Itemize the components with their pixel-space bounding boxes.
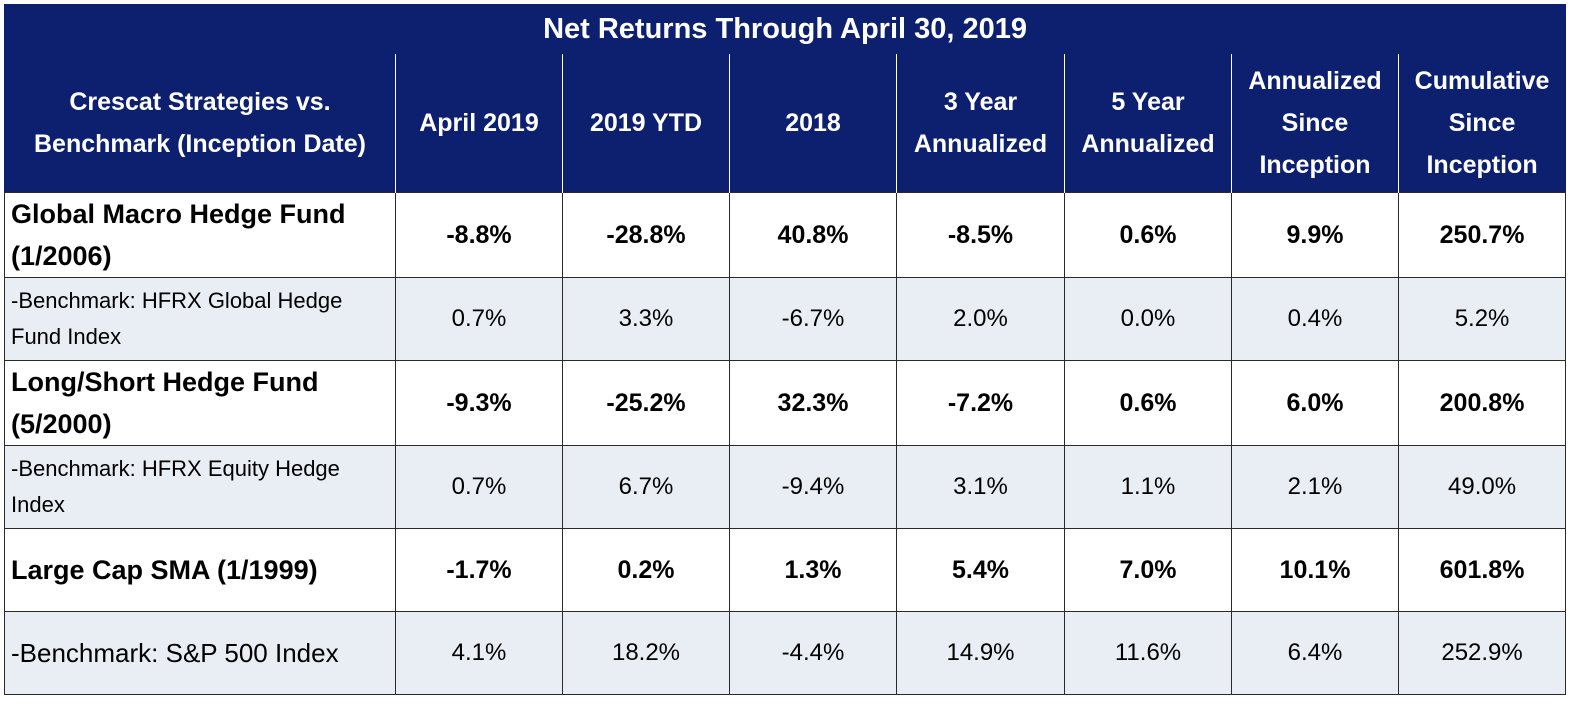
value-cell: -28.8% [562, 192, 730, 278]
value-cell: 6.0% [1231, 360, 1399, 446]
value-cell: 200.8% [1397, 360, 1567, 446]
value-cell: 1.3% [729, 528, 897, 612]
value-cell: 2.0% [896, 277, 1065, 361]
value-cell: 6.7% [562, 445, 730, 529]
column-header: Crescat Strategies vs. Benchmark (Incept… [4, 53, 396, 193]
benchmark-row: -Benchmark: S&P 500 Index 4.1% 18.2% -4.4% 1… [4, 611, 1567, 695]
value-cell: 5.2% [1397, 277, 1567, 361]
table-body: Global Macro Hedge Fund (1/2006) -8.8% -28… [4, 192, 1567, 695]
fund-label: Long/Short Hedge Fund (5/2000) [4, 360, 396, 446]
table-title: Net Returns Through April 30, 2019 [3, 4, 1567, 54]
value-cell: 18.2% [562, 611, 730, 695]
column-header: April 2019 [395, 53, 563, 193]
value-cell: 0.4% [1231, 277, 1399, 361]
value-cell: 0.7% [395, 445, 563, 529]
value-cell: 252.9% [1397, 611, 1567, 695]
value-cell: 7.0% [1064, 528, 1232, 612]
value-cell: 1.1% [1064, 445, 1232, 529]
value-cell: 11.6% [1064, 611, 1232, 695]
net-returns-table: Net Returns Through April 30, 2019 Cresc… [3, 4, 1567, 695]
value-cell: 0.7% [395, 277, 563, 361]
value-cell: 9.9% [1231, 192, 1399, 278]
benchmark-label: -Benchmark: HFRX Global Hedge Fund Index [4, 277, 396, 361]
column-header: 3 Year Annualized [896, 53, 1065, 193]
fund-label: Global Macro Hedge Fund (1/2006) [4, 192, 396, 278]
value-cell: 0.0% [1064, 277, 1232, 361]
value-cell: -9.3% [395, 360, 563, 446]
value-cell: 32.3% [729, 360, 897, 446]
fund-row: Global Macro Hedge Fund (1/2006) -8.8% -28… [4, 192, 1567, 278]
column-header: 2018 [729, 53, 897, 193]
value-cell: 0.6% [1064, 360, 1232, 446]
value-cell: -8.5% [896, 192, 1065, 278]
value-cell: 601.8% [1397, 528, 1567, 612]
column-header: Annualized Since Inception [1231, 53, 1399, 193]
value-cell: 40.8% [729, 192, 897, 278]
value-cell: 4.1% [395, 611, 563, 695]
value-cell: -1.7% [395, 528, 563, 612]
value-cell: 14.9% [896, 611, 1065, 695]
value-cell: -25.2% [562, 360, 730, 446]
benchmark-label: -Benchmark: HFRX Equity Hedge Index [4, 445, 396, 529]
column-header: 5 Year Annualized [1064, 53, 1232, 193]
benchmark-row: -Benchmark: HFRX Global Hedge Fund Index… [4, 277, 1567, 361]
benchmark-label: -Benchmark: S&P 500 Index [4, 611, 396, 695]
fund-row: Large Cap SMA (1/1999) -1.7% 0.2% 1.3% 5.4% 7… [4, 528, 1567, 612]
column-header: 2019 YTD [562, 53, 730, 193]
value-cell: 3.1% [896, 445, 1065, 529]
benchmark-row: -Benchmark: HFRX Equity Hedge Index 0.7% 6… [4, 445, 1567, 529]
value-cell: 3.3% [562, 277, 730, 361]
value-cell: -7.2% [896, 360, 1065, 446]
fund-label: Large Cap SMA (1/1999) [4, 528, 396, 612]
value-cell: 49.0% [1397, 445, 1567, 529]
value-cell: -4.4% [729, 611, 897, 695]
value-cell: 10.1% [1231, 528, 1399, 612]
value-cell: -8.8% [395, 192, 563, 278]
value-cell: 250.7% [1397, 192, 1567, 278]
value-cell: 0.6% [1064, 192, 1232, 278]
value-cell: -9.4% [729, 445, 897, 529]
value-cell: 5.4% [896, 528, 1065, 612]
value-cell: 2.1% [1231, 445, 1399, 529]
header-row: Crescat Strategies vs. Benchmark (Incept… [4, 53, 1567, 193]
value-cell: 6.4% [1231, 611, 1399, 695]
returns-table-container: Net Returns Through April 30, 2019 Cresc… [3, 4, 1567, 695]
value-cell: -6.7% [729, 277, 897, 361]
title-row: Net Returns Through April 30, 2019 [3, 4, 1567, 54]
value-cell: 0.2% [562, 528, 730, 612]
column-header: Cumulative Since Inception [1397, 53, 1567, 193]
fund-row: Long/Short Hedge Fund (5/2000) -9.3% -25.2… [4, 360, 1567, 446]
